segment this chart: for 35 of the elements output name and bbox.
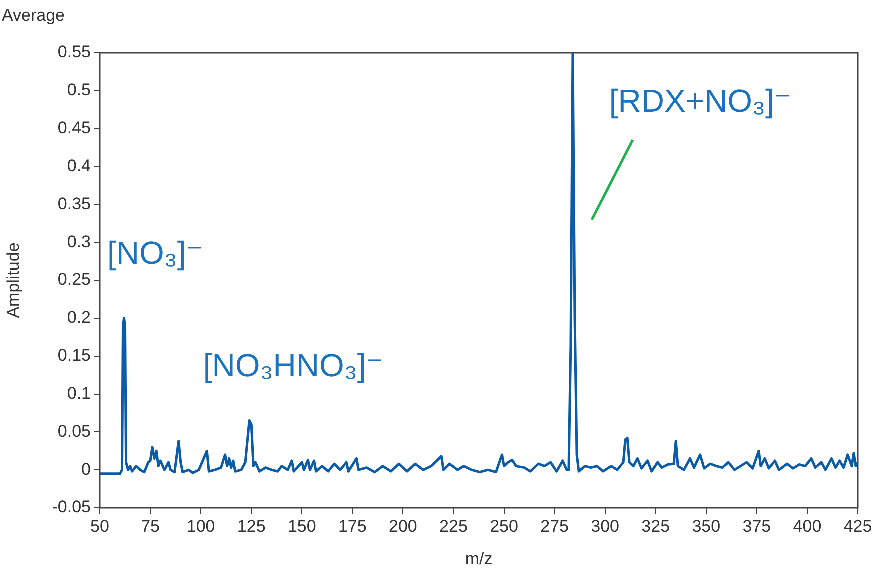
x-tick-label: 400 [793,516,822,536]
x-axis-title: m/z [465,549,493,568]
x-tick-label: 325 [642,516,670,536]
x-tick-label: 375 [742,516,772,536]
y-tick-label: -0.05 [52,498,91,517]
y-tick-label: 0.15 [58,346,91,366]
x-tick-label: 250 [490,516,518,536]
x-tick-label: 100 [186,516,216,536]
x-tick-label: 425 [844,516,872,536]
x-tick-label: 300 [591,516,620,536]
x-tick-label: 200 [389,516,418,536]
x-tick-label: 50 [90,516,110,536]
y-tick-label: 0.05 [58,422,91,441]
annotation: [NO₃HNO₃]⁻ [203,348,384,384]
y-tick-label: 0.45 [58,118,91,138]
y-tick-label: 0.1 [67,384,91,403]
x-tick-label: 350 [692,516,721,536]
chart-title: Average [2,6,66,26]
y-tick-label: 0.25 [58,270,91,290]
annotation: [RDX+NO₃]⁻ [609,82,792,119]
y-axis-title: Amplitude [4,242,23,318]
y-tick-label: 0.4 [67,156,91,176]
x-tick-label: 125 [237,516,266,536]
x-tick-label: 75 [141,516,160,536]
y-tick-label: 0.2 [67,308,91,328]
y-tick-label: 0.55 [58,42,91,62]
y-tick-label: 0.5 [67,80,91,100]
y-tick-label: 0.35 [58,194,91,214]
x-tick-label: 275 [540,516,569,536]
y-tick-label: 0.3 [67,232,91,252]
y-tick-label: 0 [82,460,91,479]
x-tick-label: 175 [338,516,367,536]
annotation: [NO₃]⁻ [107,234,204,271]
x-tick-label: 150 [288,516,316,536]
x-tick-label: 225 [440,516,468,536]
